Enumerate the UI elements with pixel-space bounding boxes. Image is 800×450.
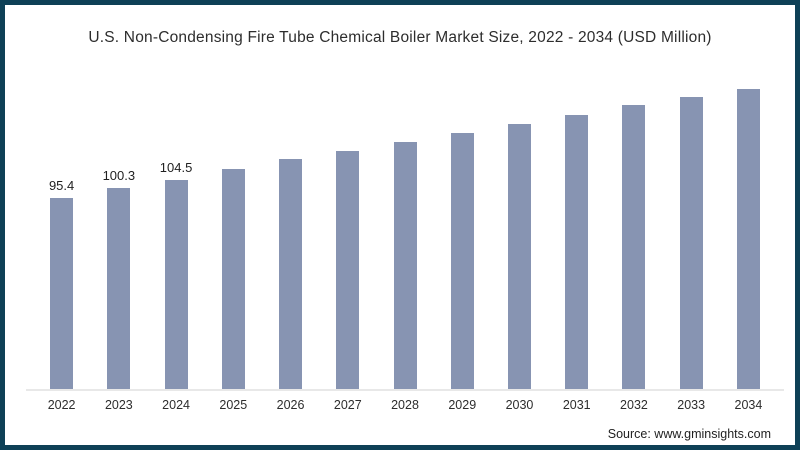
bar-2034 xyxy=(736,89,760,389)
bar-column xyxy=(376,142,433,389)
bars-container: 95.4 100.3 104.5 xyxy=(33,77,777,389)
bar-2026 xyxy=(279,159,303,389)
x-tick-label: 2028 xyxy=(391,398,419,412)
x-axis-line xyxy=(26,389,784,391)
chart-title: U.S. Non-Condensing Fire Tube Chemical B… xyxy=(88,29,712,46)
bar-2029 xyxy=(450,133,474,389)
bar-2033 xyxy=(679,97,703,389)
bar-2032 xyxy=(622,105,646,389)
bar-column xyxy=(663,97,720,389)
x-tick-label: 2034 xyxy=(734,398,763,412)
x-axis-labels: 2022 2023 2024 2025 2026 2027 2028 2029 2030 2031… xyxy=(33,398,777,412)
bar-value-label: 104.5 xyxy=(159,160,193,175)
bar-value-label: 100.3 xyxy=(102,168,136,183)
bar-column xyxy=(262,159,319,389)
x-tick-label: 2027 xyxy=(333,398,362,412)
bar-2030 xyxy=(507,124,531,389)
bar-column: 95.4 xyxy=(33,178,90,389)
bar-2028 xyxy=(393,142,417,389)
bar-2024 xyxy=(164,180,188,389)
x-tick-label: 2024 xyxy=(162,398,190,412)
bar-column: 100.3 xyxy=(90,168,147,389)
x-tick-label: 2029 xyxy=(448,398,477,412)
x-tick-label: 2033 xyxy=(677,398,706,412)
bar-column xyxy=(720,89,777,389)
x-tick-label: 2025 xyxy=(219,398,248,412)
x-tick-label: 2022 xyxy=(47,398,76,412)
bar-2027 xyxy=(336,151,360,389)
x-tick-label: 2026 xyxy=(276,398,305,412)
x-tick-label: 2023 xyxy=(104,398,133,412)
bar-value-label: 95.4 xyxy=(48,178,75,193)
x-tick-label: 2031 xyxy=(562,398,591,412)
x-tick-label: 2032 xyxy=(620,398,648,412)
source-text: Source: www.gminsights.com xyxy=(607,427,771,441)
bar-2025 xyxy=(221,169,245,389)
bar-column xyxy=(548,115,605,389)
plot-area: 95.4 100.3 104.5 2022 2023 2024 2025 2026 2027 2… xyxy=(26,77,784,412)
bar-column xyxy=(205,169,262,389)
x-tick-label: 2030 xyxy=(505,398,534,412)
bar-column xyxy=(605,105,662,389)
bar-column xyxy=(491,124,548,389)
bar-2031 xyxy=(565,115,589,389)
bar-column xyxy=(434,133,491,389)
bar-2023 xyxy=(107,188,131,389)
bar-column xyxy=(319,151,376,389)
bar-2022 xyxy=(50,198,74,389)
bar-column: 104.5 xyxy=(147,160,204,389)
